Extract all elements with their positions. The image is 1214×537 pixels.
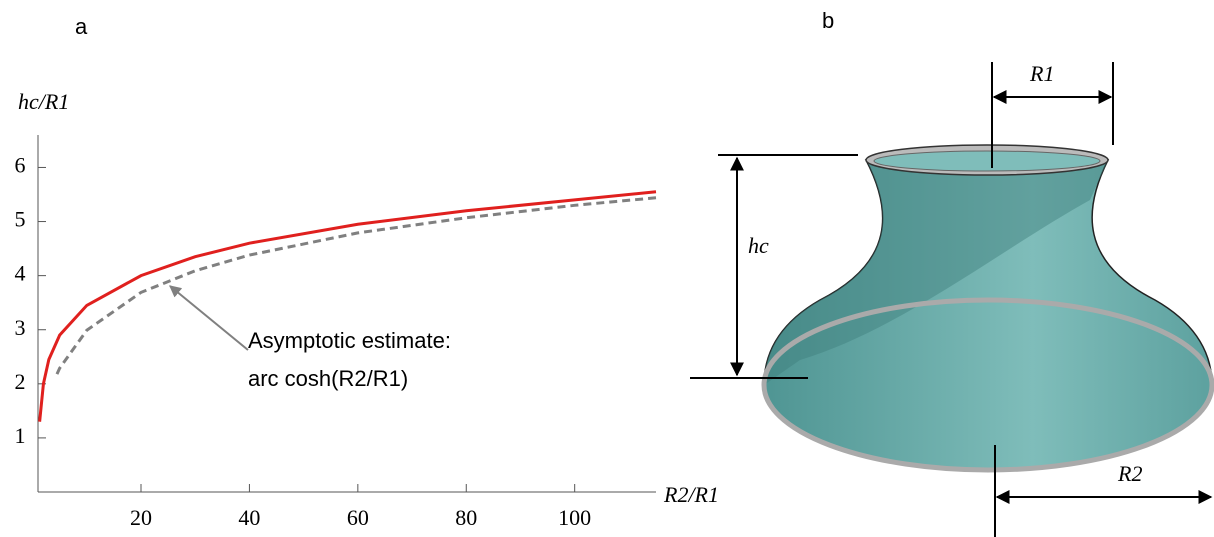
y-tick-label: 3 [15, 315, 26, 340]
y-tick-label: 6 [15, 153, 26, 178]
dimensions [690, 62, 1213, 537]
x-tick-label: 60 [347, 505, 369, 530]
bottom-rim [761, 297, 1214, 473]
x-tick-label: 80 [455, 505, 477, 530]
y-axis-label: hc/R1 [18, 89, 69, 114]
x-tick-label: 100 [558, 505, 591, 530]
y-tick-label: 1 [15, 423, 26, 448]
x-axis-label: R2/R1 [663, 482, 719, 507]
line [38, 190, 657, 422]
x-tick-label: 20 [130, 505, 152, 530]
y-tick-label: 4 [15, 261, 26, 286]
shade [764, 160, 1108, 385]
y-tick-label: 2 [15, 369, 26, 394]
r1-label: R1 [1029, 61, 1054, 86]
panel-label: b [822, 8, 834, 33]
r2-label: R2 [1117, 461, 1142, 486]
top-opening [873, 150, 1101, 172]
x-tick-label: 40 [238, 505, 260, 530]
y-tick-label: 5 [15, 207, 26, 232]
hc-label: hc [748, 233, 769, 258]
vase [761, 144, 1214, 473]
line [55, 196, 657, 375]
annotation: Asymptotic estimate: [248, 328, 451, 353]
panel-label: a [75, 14, 88, 39]
annotation: arc cosh(R2/R1) [248, 366, 408, 391]
annotation-arrow [169, 285, 249, 351]
